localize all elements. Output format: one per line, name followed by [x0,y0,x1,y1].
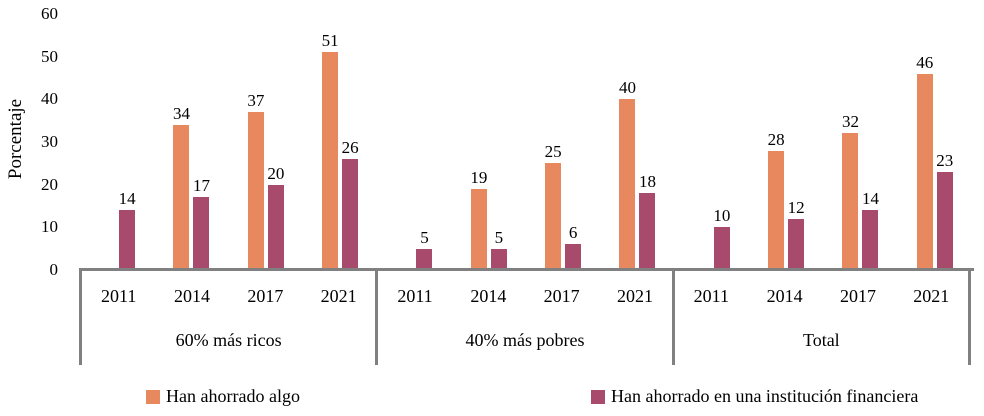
value-label: 34 [172,103,190,123]
year-tick-label: 2014 [173,285,210,306]
legend-swatch-icon [146,389,160,404]
value-label: 17 [192,176,210,196]
y-tick-label: 20 [41,174,58,194]
legend-label: Han ahorrado en una institución financie… [611,386,919,406]
value-label: 40 [618,78,636,98]
year-tick-label: 2011 [397,285,433,306]
bar-series-0: 32 [842,113,859,270]
plot-area: 14 34 17 37 20 51 26 5 19 5 25 6 40 18 10 28 12 32 14 46 23 [80,14,972,270]
value-label: 23 [936,150,954,170]
y-tick-label: 30 [41,132,58,151]
category-cell: 46 23 [898,14,972,270]
category-cell: 25 6 [526,14,600,270]
plot-group: 10 28 12 32 14 46 23 [675,14,972,270]
category-cell: 34 17 [154,14,228,270]
year-labels-row: 2011 2014 2017 2021 [675,271,968,321]
group-label: 60% más ricos [175,329,282,350]
bar-series-1: 10 [713,207,730,270]
category-cell: 5 [377,14,451,270]
category-cell: 28 12 [749,14,823,270]
bar-series-1: 17 [193,177,210,270]
bar-series-0: 46 [916,54,933,270]
year-tick-label: 2021 [320,285,357,306]
value-label: 18 [638,172,656,192]
group-label: 40% más pobres [465,329,585,350]
legend-entry: Han ahorrado en una institución financie… [591,386,918,407]
value-label: 46 [916,52,934,72]
legend-label: Han ahorrado algo [166,386,300,406]
year-labels-row: 2011 2014 2017 2021 [378,271,671,321]
value-label: 10 [713,206,731,226]
bar-series-0: 19 [470,169,487,270]
category-cell: 51 26 [303,14,377,270]
value-label: 14 [861,189,879,209]
bar-series-1: 14 [862,190,879,270]
value-label: 6 [568,223,578,243]
category-group-box: 2011 2014 2017 2021 Total [671,268,971,365]
y-axis-tick-labels: 0 10 20 30 40 50 60 [0,0,58,300]
year-tick-label: 2011 [693,285,729,306]
legend: Han ahorrado algo Han ahorrado en una ins… [0,386,984,410]
bar-series-1: 14 [119,190,136,270]
y-tick-label: 10 [41,217,58,237]
value-label: 25 [544,142,562,162]
category-cell: 14 [80,14,154,270]
plot-group: 14 34 17 37 20 51 26 [80,14,377,270]
plot-group: 5 19 5 25 6 40 18 [377,14,674,270]
legend-entry: Han ahorrado algo [146,386,300,407]
year-tick-label: 2014 [766,285,803,306]
y-tick-label: 60 [41,4,58,23]
value-label: 12 [787,197,805,217]
category-axis: 2011 2014 2017 2021 60% más ricos 2011 2014 201… [79,268,971,365]
category-cell: 19 5 [452,14,526,270]
bar-series-0: 34 [173,105,190,270]
category-cell: 40 18 [600,14,674,270]
value-label: 20 [267,163,285,183]
category-cell: 37 20 [229,14,303,270]
bar-series-1: 26 [342,139,359,270]
year-labels-row: 2011 2014 2017 2021 [82,271,375,321]
year-tick-label: 2014 [470,285,507,306]
bar-series-0: 28 [768,131,785,270]
bar-series-0: 37 [247,92,264,270]
x-axis-line [79,268,974,271]
year-tick-label: 2017 [247,285,284,306]
value-label: 19 [470,167,488,187]
legend-swatch-icon [591,389,605,404]
category-group-box: 2011 2014 2017 2021 40% más pobres [375,268,671,365]
bar-series-1: 12 [788,199,805,270]
year-tick-label: 2017 [543,285,580,306]
bar-series-1: 5 [416,229,433,270]
y-tick-label: 50 [41,46,58,66]
bar-series-1: 5 [490,229,507,270]
value-label: 32 [841,112,859,132]
category-cell: 10 [675,14,749,270]
y-tick-label: 40 [41,89,58,109]
value-label: 51 [321,31,339,51]
category-group-box: 2011 2014 2017 2021 60% más ricos [79,268,375,365]
value-label: 14 [118,189,136,209]
value-label: 5 [494,227,504,247]
value-label: 5 [420,227,429,247]
bar-series-1: 18 [639,173,656,270]
bar-series-1: 6 [565,224,582,270]
value-label: 37 [247,91,265,111]
bar-series-1: 20 [267,165,284,270]
bar-series-1: 23 [936,152,953,270]
y-tick-label: 0 [49,260,59,279]
category-cell: 32 14 [823,14,897,270]
value-label: 28 [767,129,785,149]
bar-series-0: 25 [545,143,562,270]
year-tick-label: 2011 [100,285,137,306]
year-tick-label: 2021 [616,285,653,306]
group-label: Total [802,329,840,350]
bar-series-0: 40 [619,79,636,270]
year-tick-label: 2017 [839,285,876,306]
year-tick-label: 2021 [913,285,950,306]
value-label: 26 [341,138,359,158]
bar-series-0: 51 [322,32,339,270]
